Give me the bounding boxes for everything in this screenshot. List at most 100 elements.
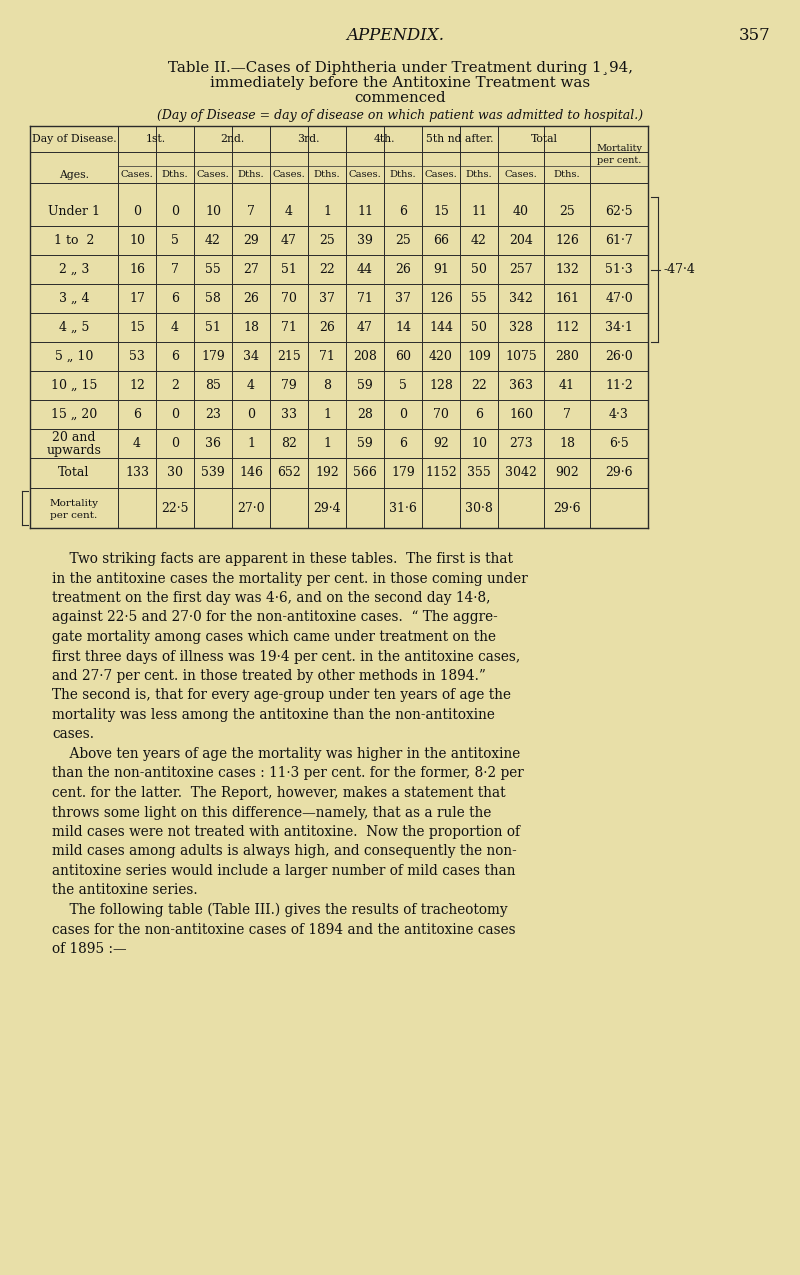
Text: 47·0: 47·0 [605, 292, 633, 305]
Text: 10: 10 [205, 205, 221, 218]
Text: mild cases among adults is always high, and consequently the non-: mild cases among adults is always high, … [52, 844, 517, 858]
Text: 18: 18 [559, 437, 575, 450]
Text: 3042: 3042 [505, 467, 537, 479]
Text: 7: 7 [171, 263, 179, 275]
Text: Under 1: Under 1 [48, 205, 100, 218]
Text: 70: 70 [433, 408, 449, 421]
Text: 3 „ 4: 3 „ 4 [58, 292, 90, 305]
Text: 160: 160 [509, 408, 533, 421]
Text: Cases.: Cases. [425, 170, 458, 179]
Text: 22·5: 22·5 [162, 501, 189, 515]
Text: 1 to  2: 1 to 2 [54, 235, 94, 247]
Text: Cases.: Cases. [505, 170, 538, 179]
Text: 18: 18 [243, 321, 259, 334]
Text: Dths.: Dths. [238, 170, 264, 179]
Text: 55: 55 [205, 263, 221, 275]
Text: 132: 132 [555, 263, 579, 275]
Text: 5: 5 [399, 379, 407, 391]
Text: (Day of Disease = day of disease on which patient was admitted to hospital.): (Day of Disease = day of disease on whic… [157, 108, 643, 121]
Text: 37: 37 [319, 292, 335, 305]
Text: 146: 146 [239, 467, 263, 479]
Text: 0: 0 [133, 205, 141, 218]
Text: 257: 257 [509, 263, 533, 275]
Text: APPENDIX.: APPENDIX. [346, 27, 444, 43]
Text: 82: 82 [281, 437, 297, 450]
Text: gate mortality among cases which came under treatment on the: gate mortality among cases which came un… [52, 630, 496, 644]
Text: 5: 5 [171, 235, 179, 247]
Text: 6: 6 [171, 351, 179, 363]
Text: 27·0: 27·0 [237, 501, 265, 515]
Text: 192: 192 [315, 467, 339, 479]
Text: 41: 41 [559, 379, 575, 391]
Text: 6: 6 [475, 408, 483, 421]
Text: 11: 11 [471, 205, 487, 218]
Text: 51·3: 51·3 [605, 263, 633, 275]
Text: 133: 133 [125, 467, 149, 479]
Text: 2nd.: 2nd. [220, 134, 244, 144]
Text: 60: 60 [395, 351, 411, 363]
Text: 4: 4 [171, 321, 179, 334]
Text: 37: 37 [395, 292, 411, 305]
Text: cent. for the latter.  The Report, however, makes a statement that: cent. for the latter. The Report, howeve… [52, 785, 506, 799]
Text: 204: 204 [509, 235, 533, 247]
Text: 62·5: 62·5 [605, 205, 633, 218]
Text: Total: Total [58, 467, 90, 479]
Text: 29·4: 29·4 [313, 501, 341, 515]
Text: 112: 112 [555, 321, 579, 334]
Text: and 27·7 per cent. in those treated by other methods in 1894.”: and 27·7 per cent. in those treated by o… [52, 669, 486, 683]
Text: 539: 539 [201, 467, 225, 479]
Text: 4: 4 [285, 205, 293, 218]
Text: 6: 6 [171, 292, 179, 305]
Text: The second is, that for every age-group under ten years of age the: The second is, that for every age-group … [52, 688, 511, 703]
Text: 11: 11 [357, 205, 373, 218]
Text: 26: 26 [243, 292, 259, 305]
Text: 66: 66 [433, 235, 449, 247]
Text: 1075: 1075 [505, 351, 537, 363]
Text: the antitoxine series.: the antitoxine series. [52, 884, 198, 898]
Text: against 22·5 and 27·0 for the non-antitoxine cases.  “ The aggre-: against 22·5 and 27·0 for the non-antito… [52, 611, 498, 625]
Text: Day of Disease.: Day of Disease. [32, 134, 116, 144]
Text: 30: 30 [167, 467, 183, 479]
Text: 1: 1 [247, 437, 255, 450]
Text: 4·3: 4·3 [609, 408, 629, 421]
Text: 1152: 1152 [425, 467, 457, 479]
Text: 47: 47 [357, 321, 373, 334]
Text: 128: 128 [429, 379, 453, 391]
Text: throws some light on this difference—namely, that as a rule the: throws some light on this difference—nam… [52, 806, 491, 820]
Text: 342: 342 [509, 292, 533, 305]
Text: Dths.: Dths. [162, 170, 188, 179]
Text: 273: 273 [509, 437, 533, 450]
Text: Cases.: Cases. [273, 170, 306, 179]
Text: 6: 6 [399, 437, 407, 450]
Text: 39: 39 [357, 235, 373, 247]
Text: 179: 179 [201, 351, 225, 363]
Text: 2: 2 [171, 379, 179, 391]
Text: 26: 26 [395, 263, 411, 275]
Text: 92: 92 [433, 437, 449, 450]
Text: Above ten years of age the mortality was higher in the antitoxine: Above ten years of age the mortality was… [52, 747, 520, 761]
Text: Cases.: Cases. [349, 170, 382, 179]
Text: Dths.: Dths. [390, 170, 416, 179]
Text: 10 „ 15: 10 „ 15 [51, 379, 97, 391]
Text: 1: 1 [323, 408, 331, 421]
Text: 4: 4 [247, 379, 255, 391]
Text: 363: 363 [509, 379, 533, 391]
Text: 59: 59 [357, 379, 373, 391]
Text: 652: 652 [277, 467, 301, 479]
Text: cases.: cases. [52, 728, 94, 742]
Text: 29·6: 29·6 [553, 501, 581, 515]
Text: 50: 50 [471, 321, 487, 334]
Text: Cases.: Cases. [121, 170, 154, 179]
Text: 30·8: 30·8 [465, 501, 493, 515]
Text: 25: 25 [319, 235, 335, 247]
Text: Dths.: Dths. [554, 170, 580, 179]
Text: 36: 36 [205, 437, 221, 450]
Text: Mortality: Mortality [50, 499, 98, 507]
Text: 42: 42 [205, 235, 221, 247]
Text: 161: 161 [555, 292, 579, 305]
Text: 42: 42 [471, 235, 487, 247]
Text: 26·0: 26·0 [605, 351, 633, 363]
Text: 27: 27 [243, 263, 259, 275]
Text: 44: 44 [357, 263, 373, 275]
Text: 566: 566 [353, 467, 377, 479]
